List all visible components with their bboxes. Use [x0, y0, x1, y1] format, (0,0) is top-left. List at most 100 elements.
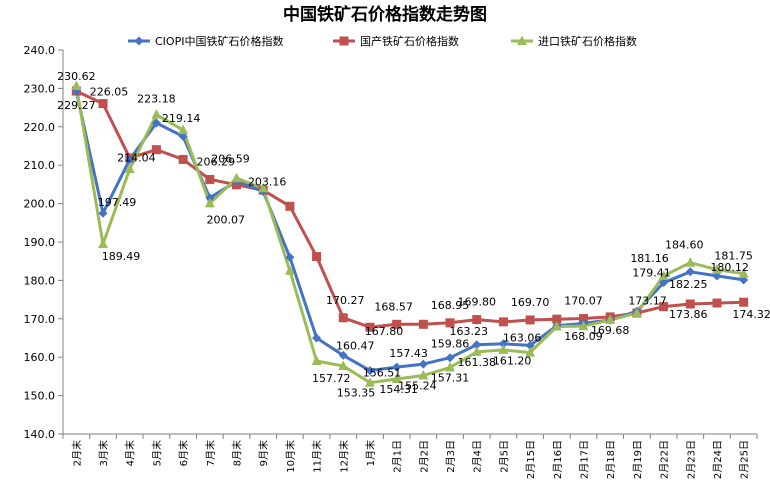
x-tick-label: 11月末	[311, 440, 324, 473]
series-1-point	[312, 252, 322, 262]
series-1-point	[392, 319, 402, 329]
legend: CIOPI中国铁矿石价格指数 国产铁矿石价格指数 进口铁矿石价格指数	[128, 34, 637, 48]
series-0-point	[178, 131, 188, 141]
data-label: 169.80	[457, 296, 496, 309]
series-2-point	[631, 307, 642, 318]
x-tick-label: 8月末	[231, 440, 244, 466]
y-tick-label: 210.0	[24, 159, 56, 172]
series-1-point	[472, 315, 482, 325]
x-tick-label: 9月末	[257, 440, 270, 466]
legend-marker-0	[134, 36, 144, 46]
data-label: 168.09	[564, 330, 603, 343]
data-label: 230.62	[57, 70, 96, 83]
series-2-point	[178, 124, 189, 135]
series-1-point	[579, 314, 588, 324]
y-tick-label: 140.0	[24, 428, 56, 441]
series-0-point	[285, 252, 295, 262]
series-0-point	[685, 267, 695, 277]
data-label: 181.16	[630, 252, 669, 265]
data-label: 179.41	[632, 267, 671, 280]
x-tick-label: 2月4日	[472, 440, 484, 473]
data-label: 170.27	[326, 294, 365, 307]
data-label: 206.59	[211, 152, 250, 165]
data-label: 189.49	[102, 250, 141, 263]
series-2-point	[525, 347, 536, 357]
data-label: 206.29	[197, 155, 236, 168]
series-1-point	[365, 322, 375, 332]
x-tick-label: 2月18日	[605, 440, 617, 479]
series-1-point	[712, 298, 722, 308]
data-label: 174.32	[732, 308, 770, 321]
series-1-point	[445, 318, 455, 328]
data-label: 157.31	[431, 372, 470, 385]
x-tick-label: 2月3日	[445, 440, 457, 473]
series-2-point	[284, 265, 295, 275]
data-label: 223.18	[137, 93, 176, 106]
legend-label-2: 进口铁矿石价格指数	[538, 34, 637, 48]
series-2-point	[471, 346, 482, 356]
series-line-0	[74, 90, 744, 373]
series-0-point	[472, 340, 482, 350]
series-0-point	[739, 275, 749, 285]
series-1-point	[739, 297, 749, 307]
data-label: 156.51	[363, 367, 402, 380]
series-0-point	[418, 359, 428, 369]
series-1-point	[338, 313, 348, 323]
x-tick-label: 10月末	[284, 440, 297, 473]
x-tick-label: 3月末	[97, 440, 110, 466]
x-tick-label: 2月22日	[659, 440, 671, 479]
series-2-point	[605, 314, 616, 325]
series-2-point	[204, 197, 215, 208]
series-2-point	[551, 320, 562, 331]
axes: 140.0 150.0 160.0 170.0 180.0 190.0 200.0 210.0…	[24, 44, 758, 479]
data-label: 170.07	[564, 295, 603, 308]
data-label: 155.24	[398, 379, 437, 392]
series-0-point	[365, 366, 375, 376]
series-0-point	[125, 154, 135, 164]
data-label: 153.35	[337, 387, 376, 400]
series-1-point	[285, 201, 295, 211]
x-tick-label: 2月17日	[579, 440, 591, 479]
data-label: 184.60	[665, 239, 704, 252]
series-2-point	[391, 373, 402, 384]
series-1-point	[178, 154, 188, 164]
data-label: 160.47	[336, 339, 375, 352]
data-label: 169.68	[591, 324, 630, 337]
data-label: 169.70	[511, 296, 550, 309]
x-tick-label: 2月24日	[712, 440, 724, 479]
series-0-point	[712, 271, 722, 281]
series-2-point	[445, 362, 456, 372]
series-2-point	[311, 355, 322, 366]
series-2-point	[418, 369, 429, 380]
data-label: 154.31	[379, 383, 418, 396]
series-2-point	[658, 270, 669, 280]
series-1-point	[552, 314, 562, 324]
series-2-point	[258, 182, 269, 193]
series-markers	[71, 80, 749, 387]
series-0-point	[525, 340, 535, 350]
series-0-point	[338, 350, 348, 360]
series-1-point	[418, 319, 428, 329]
x-tick-label: 2月16日	[552, 440, 564, 479]
x-tick-label: 12月末	[337, 440, 350, 473]
series-2-point	[578, 320, 589, 331]
data-labels: 229.27 197.49 203.16 160.47 156.51 157.43159.…	[57, 70, 770, 400]
series-2-point	[71, 80, 82, 91]
series-0-point	[392, 362, 402, 372]
data-label: 219.14	[162, 112, 201, 125]
legend-label-1: 国产铁矿石价格指数	[360, 34, 459, 48]
data-label: 182.25	[669, 278, 708, 291]
data-label: 229.27	[57, 99, 96, 112]
data-label: 214.04	[117, 152, 156, 165]
chart-title: 中国铁矿石价格指数走势图	[283, 4, 487, 25]
series-2-point	[711, 264, 722, 274]
y-tick-label: 200.0	[24, 198, 56, 211]
series-2-point	[231, 172, 242, 183]
data-label: 157.43	[389, 347, 428, 360]
legend-label-0: CIOPI中国铁矿石价格指数	[155, 34, 283, 48]
series-2-point	[124, 163, 135, 174]
x-tick-label: 2月末	[70, 440, 83, 466]
series-1-point	[98, 99, 108, 109]
x-tick-label: 2月1日	[392, 440, 404, 473]
